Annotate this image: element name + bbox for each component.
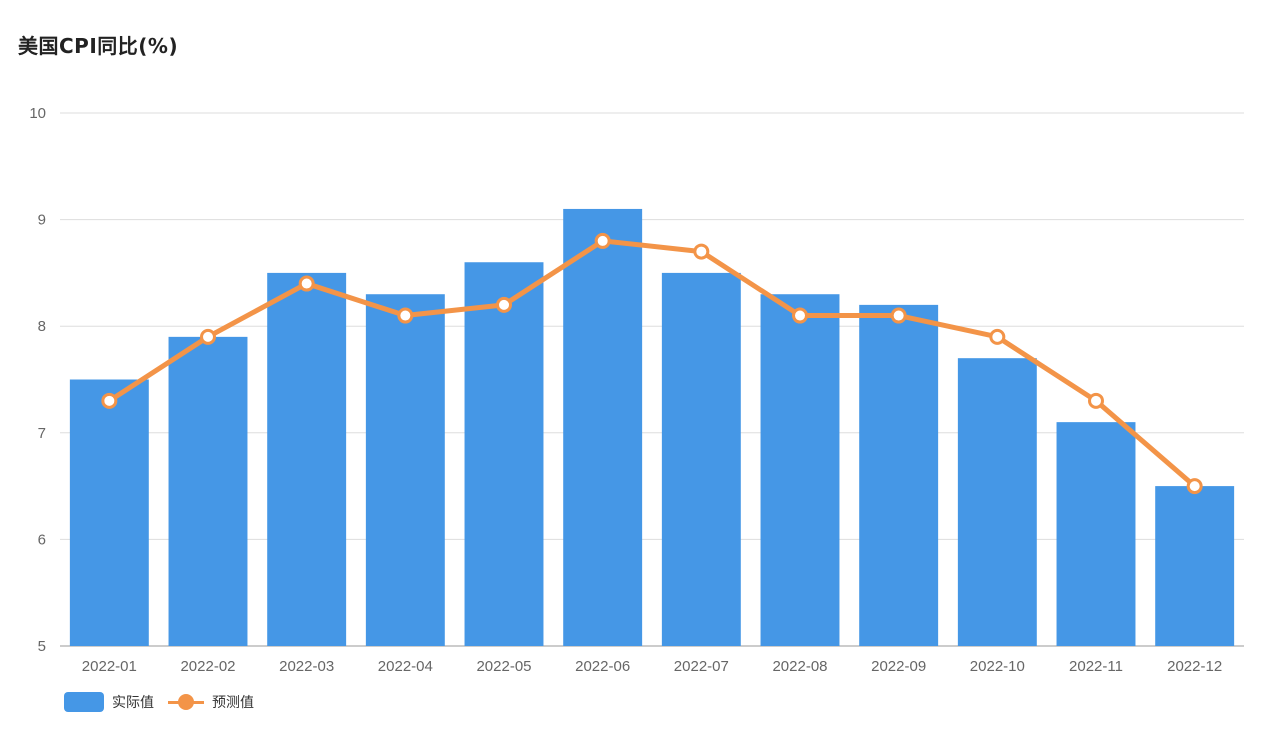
bar-actual[interactable] — [168, 336, 248, 646]
bar-actual[interactable] — [563, 208, 643, 646]
bar-actual[interactable] — [760, 294, 840, 646]
x-tick-label: 2022-07 — [674, 658, 729, 675]
forecast-point[interactable] — [594, 232, 611, 249]
forecast-point[interactable] — [298, 275, 315, 292]
bar-actual[interactable] — [267, 272, 347, 646]
x-tick-label: 2022-12 — [1167, 658, 1222, 675]
forecast-point[interactable] — [1186, 478, 1203, 495]
x-tick-label: 2022-03 — [279, 658, 334, 675]
bar-actual[interactable] — [661, 272, 741, 646]
bar-actual[interactable] — [365, 294, 445, 646]
legend-item-actual[interactable]: 实际值 — [64, 692, 154, 712]
bar-layer — [69, 208, 1235, 647]
bar-actual[interactable] — [464, 262, 544, 646]
x-tick-label: 2022-01 — [82, 658, 137, 675]
forecast-line — [106, 238, 1198, 489]
bar-actual[interactable] — [859, 304, 939, 646]
y-tick-label: 5 — [38, 638, 46, 655]
x-tick-label: 2022-09 — [871, 658, 926, 675]
x-tick-label: 2022-10 — [970, 658, 1025, 675]
legend-item-forecast[interactable]: 预测值 — [168, 692, 254, 712]
bar-actual[interactable] — [957, 358, 1037, 646]
y-tick-label: 8 — [38, 318, 46, 335]
bar-actual[interactable] — [69, 379, 149, 647]
y-tick-label: 7 — [38, 425, 46, 442]
x-tick-label: 2022-04 — [378, 658, 433, 675]
forecast-point[interactable] — [989, 328, 1006, 345]
line-layer — [101, 232, 1203, 495]
y-tick-label: 6 — [38, 531, 46, 548]
x-tick-label: 2022-05 — [476, 658, 531, 675]
x-tick-label: 2022-08 — [772, 658, 827, 675]
legend-label-actual: 实际值 — [112, 695, 154, 711]
forecast-point[interactable] — [792, 307, 808, 324]
y-tick-label: 10 — [29, 105, 46, 122]
label-layer: 5 6 7 8 9 10 2022-01 2022-02 2022-03 2022-04 2022-… — [29, 105, 1222, 675]
legend-bar-swatch — [64, 692, 104, 712]
bar-actual[interactable] — [1056, 422, 1136, 646]
legend-label-forecast: 预测值 — [212, 695, 254, 711]
forecast-point[interactable] — [200, 328, 216, 345]
forecast-point[interactable] — [101, 392, 118, 409]
x-tick-label: 2022-06 — [575, 658, 630, 675]
y-tick-label: 9 — [38, 212, 46, 229]
bar-actual[interactable] — [1155, 486, 1235, 646]
forecast-point[interactable] — [693, 243, 710, 260]
chart-title: 美国CPI同比(%) — [18, 34, 179, 58]
legend: 实际值 预测值 — [64, 692, 254, 712]
forecast-point[interactable] — [397, 307, 414, 324]
legend-line-swatch — [168, 692, 204, 712]
x-tick-label: 2022-02 — [180, 658, 235, 675]
grid-layer — [60, 112, 1244, 647]
forecast-point[interactable] — [496, 296, 512, 313]
forecast-point[interactable] — [890, 307, 907, 324]
forecast-point[interactable] — [1088, 392, 1104, 409]
x-tick-label: 2022-11 — [1069, 658, 1123, 675]
